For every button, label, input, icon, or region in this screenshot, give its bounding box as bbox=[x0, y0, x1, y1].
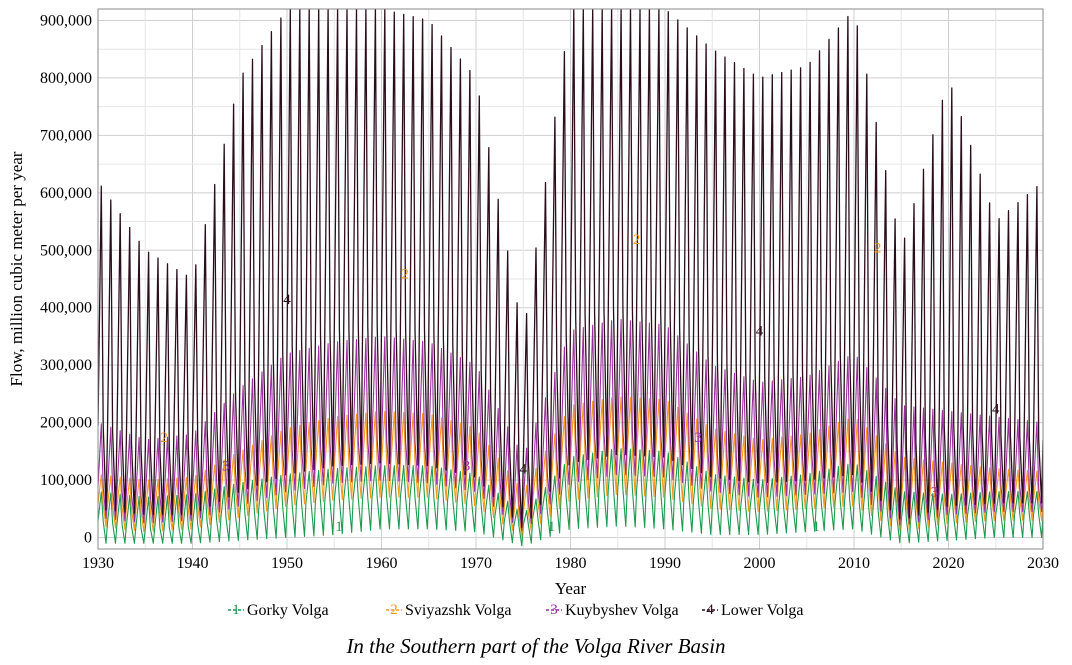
series-marker-1: 1 bbox=[335, 519, 343, 535]
series-marker-4: 4 bbox=[756, 324, 764, 340]
x-tick-label: 2020 bbox=[933, 555, 965, 572]
y-axis-title: Flow, million cubic meter per year bbox=[7, 151, 26, 386]
series-marker-3: 3 bbox=[931, 485, 939, 501]
series-marker-2: 2 bbox=[874, 240, 882, 256]
y-tick-label: 500,000 bbox=[40, 242, 92, 259]
series-marker-2: 2 bbox=[401, 266, 409, 282]
x-tick-label: 1950 bbox=[271, 555, 303, 572]
legend-label: Sviyazshk Volga bbox=[405, 602, 512, 619]
series-marker-1: 1 bbox=[812, 519, 820, 535]
y-tick-label: 100,000 bbox=[40, 472, 92, 489]
x-axis-title: Year bbox=[555, 579, 587, 598]
y-tick-label: 600,000 bbox=[40, 185, 92, 202]
legend-marker-3: 3 bbox=[550, 602, 558, 618]
x-tick-label: 2030 bbox=[1027, 555, 1059, 572]
x-tick-label: 1930 bbox=[82, 555, 114, 572]
x-tick-label: 2010 bbox=[838, 555, 870, 572]
x-tick-label: 1980 bbox=[555, 555, 587, 572]
series-marker-2: 2 bbox=[160, 430, 168, 446]
series-marker-3: 3 bbox=[694, 430, 702, 446]
x-tick-label: 1960 bbox=[366, 555, 398, 572]
series-marker-3: 3 bbox=[463, 459, 471, 475]
series-marker-4: 4 bbox=[992, 401, 1000, 417]
figure-caption: In the Southern part of the Volga River … bbox=[345, 634, 725, 658]
legend-label: Lower Volga bbox=[721, 602, 804, 619]
x-tick-label: 1970 bbox=[460, 555, 492, 572]
legend: 1 Gorky Volga 2 Sviyazshk Volga 3 Kuybyshev V… bbox=[228, 602, 804, 619]
legend-label: Kuybyshev Volga bbox=[565, 602, 679, 619]
y-tick-label: 700,000 bbox=[40, 127, 92, 144]
x-tick-label: 2000 bbox=[744, 555, 776, 572]
y-tick-label: 300,000 bbox=[40, 357, 92, 374]
legend-marker-4: 4 bbox=[706, 602, 714, 618]
series-marker-3: 3 bbox=[222, 459, 230, 475]
y-tick-label: 0 bbox=[84, 530, 92, 547]
series-marker-2: 2 bbox=[633, 232, 641, 248]
y-tick-label: 800,000 bbox=[40, 70, 92, 87]
x-tick-label: 1990 bbox=[649, 555, 681, 572]
y-tick-label: 400,000 bbox=[40, 300, 92, 317]
y-tick-label: 200,000 bbox=[40, 415, 92, 432]
series-marker-4: 4 bbox=[283, 292, 291, 308]
legend-marker-1: 1 bbox=[232, 602, 240, 618]
legend-marker-2: 2 bbox=[390, 602, 398, 618]
y-tick-labels: 0 100,000 200,000 300,000 400,000 500,000 600,… bbox=[40, 12, 92, 546]
series-marker-1: 1 bbox=[548, 519, 556, 535]
series-marker-4: 4 bbox=[520, 462, 528, 478]
x-tick-label: 1940 bbox=[177, 555, 209, 572]
legend-label: Gorky Volga bbox=[247, 602, 329, 619]
y-tick-label: 900,000 bbox=[40, 12, 92, 29]
x-tick-labels: 1930 1940 1950 1960 1970 1980 1990 2000 2010 2020… bbox=[82, 555, 1059, 572]
